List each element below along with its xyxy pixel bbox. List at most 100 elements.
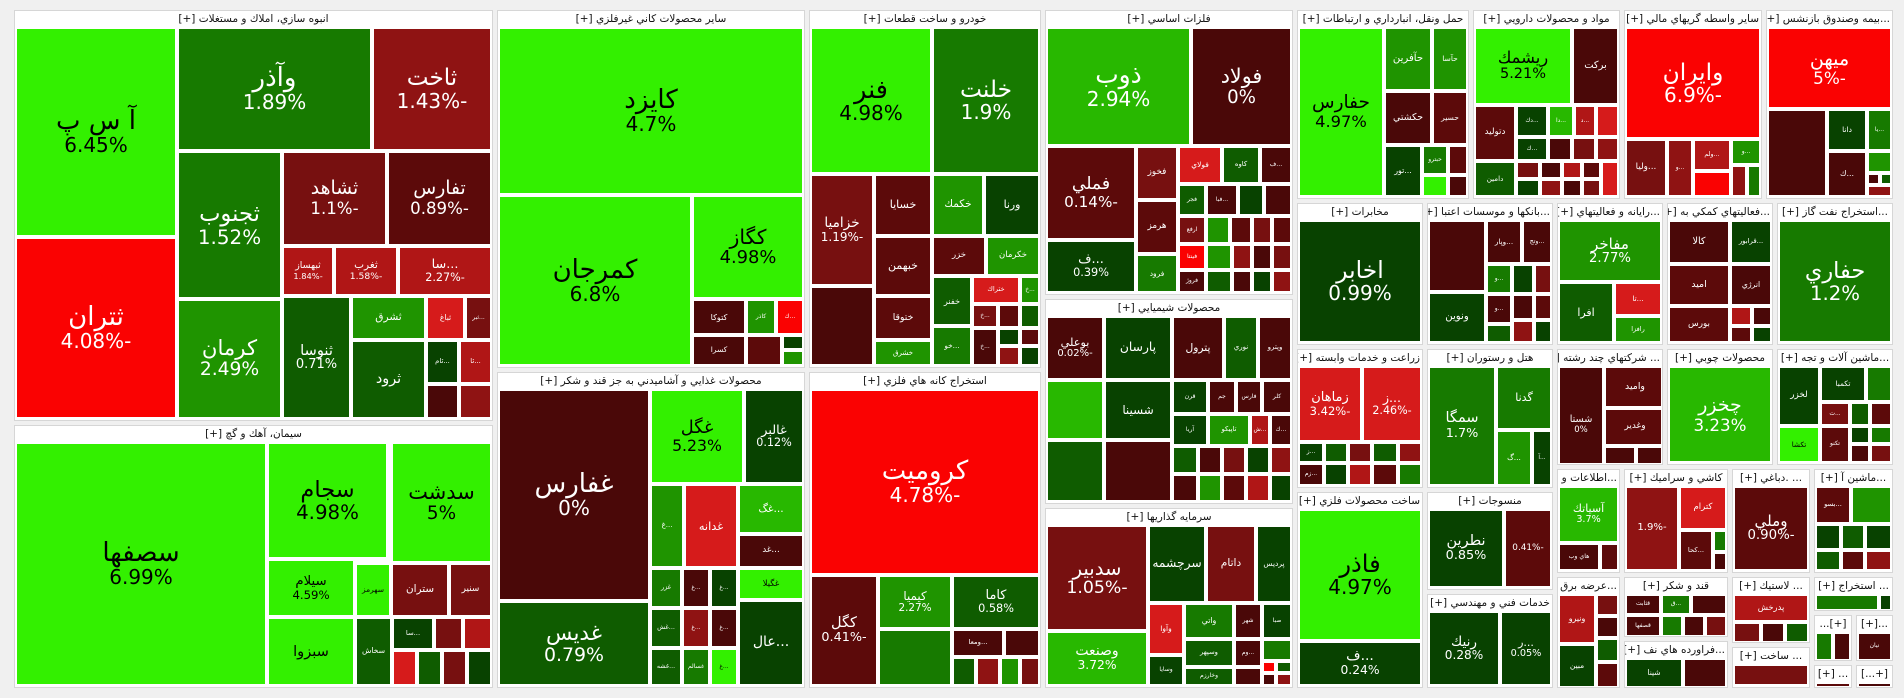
- tile[interactable]: [1597, 138, 1618, 160]
- tile-...غشه[interactable]: ...غشه: [651, 649, 681, 685]
- tile-وغدير[interactable]: وغدير: [1605, 409, 1661, 445]
- tile[interactable]: [1842, 551, 1864, 570]
- tile-...دا[interactable]: ...دا: [1549, 106, 1573, 136]
- tile-...و[interactable]: ...و: [1668, 140, 1692, 196]
- sector-header[interactable]: ...ماشين آ [+]: [1815, 470, 1892, 487]
- tile[interactable]: [1871, 403, 1891, 425]
- tile[interactable]: [1549, 138, 1571, 160]
- tile[interactable]: [1349, 443, 1371, 462]
- tile-...ف[interactable]: ...ف: [1261, 147, 1291, 183]
- tile-رنيك[interactable]: رنيك 0.28%: [1429, 612, 1499, 685]
- tile[interactable]: [1429, 221, 1485, 291]
- tile[interactable]: [1207, 217, 1229, 243]
- tile[interactable]: [953, 658, 975, 685]
- sector-header[interactable]: ... شركتهاي چند رشته [+]: [1558, 350, 1662, 367]
- tile[interactable]: [1021, 347, 1039, 365]
- tile[interactable]: [1816, 683, 1850, 686]
- tile-هاي وب[interactable]: هاي وب: [1559, 544, 1599, 570]
- tile-ارفع[interactable]: ارفع: [1179, 217, 1205, 243]
- tile[interactable]: [1597, 595, 1618, 615]
- tile[interactable]: [1271, 447, 1291, 473]
- tile-چخزر[interactable]: چخزر 3.23%: [1669, 367, 1771, 462]
- sector-header[interactable]: ... .دباغي [+]: [1733, 470, 1809, 487]
- tile-...و[interactable]: ...و: [1487, 295, 1511, 323]
- tile[interactable]: [468, 651, 491, 685]
- tile-آسياتك[interactable]: آسياتك 3.7%: [1559, 487, 1618, 542]
- tile-ثشاهد[interactable]: ثشاهد -1.1%: [283, 152, 386, 245]
- tile[interactable]: [1021, 658, 1039, 685]
- tile[interactable]: [1423, 176, 1447, 196]
- tile[interactable]: [1487, 325, 1511, 342]
- tile-ختراك[interactable]: ختراك: [973, 277, 1019, 303]
- tile[interactable]: [1349, 464, 1371, 485]
- tile-فولاي[interactable]: فولاي: [1179, 147, 1221, 183]
- tile-ريشمك[interactable]: ريشمك 5.21%: [1475, 28, 1571, 104]
- tile-...فرابور[interactable]: ...فرابور: [1731, 221, 1771, 263]
- sector-header[interactable]: خودرو و ساخت قطعات [+]: [810, 11, 1040, 28]
- tile-نوري[interactable]: نوري: [1225, 317, 1257, 379]
- tile[interactable]: [999, 305, 1019, 327]
- tile-واميد[interactable]: واميد: [1605, 367, 1661, 407]
- tile[interactable]: [435, 618, 462, 649]
- tile[interactable]: [1235, 668, 1261, 685]
- tile[interactable]: [1563, 162, 1581, 178]
- tile-...غد[interactable]: ...غد: [739, 535, 803, 567]
- tile-پدرخش[interactable]: پدرخش: [1734, 595, 1808, 621]
- tile-خزر[interactable]: خزر: [933, 237, 985, 275]
- tile[interactable]: -0.41%: [1505, 510, 1551, 587]
- tile[interactable]: [1535, 321, 1551, 342]
- tile[interactable]: [1563, 180, 1581, 196]
- tile-...غش[interactable]: ...غش: [651, 609, 681, 647]
- sector-header[interactable]: محصولات شيميايي [+]: [1046, 300, 1292, 317]
- tile-آ س پ[interactable]: آ س پ 6.45%: [16, 28, 176, 236]
- tile-حفارس[interactable]: حفارس 4.97%: [1299, 28, 1383, 196]
- tile-كاما[interactable]: كاما 0.58%: [953, 576, 1039, 628]
- tile-حآفرين[interactable]: حآفرين: [1385, 28, 1431, 90]
- tile[interactable]: [1021, 305, 1039, 327]
- tile-تكنو[interactable]: تكنو: [1821, 427, 1849, 462]
- tile-سخاش[interactable]: سخاش: [356, 618, 391, 685]
- tile[interactable]: [1047, 381, 1103, 439]
- tile[interactable]: [1239, 185, 1263, 215]
- tile[interactable]: [1247, 475, 1269, 501]
- tile[interactable]: [1731, 307, 1751, 325]
- tile-پرديس[interactable]: پرديس: [1257, 526, 1291, 602]
- tile[interactable]: [1637, 447, 1661, 463]
- tile[interactable]: [1768, 110, 1826, 196]
- tile[interactable]: [1513, 321, 1533, 342]
- tile-صبا[interactable]: صبا: [1263, 604, 1291, 638]
- tile-دانا[interactable]: دانا: [1828, 110, 1866, 150]
- tile-ثنوسا[interactable]: ثنوسا 0.71%: [283, 297, 350, 418]
- tile-...ر[interactable]: ...ر 0.05%: [1501, 612, 1551, 685]
- tile-سدبير[interactable]: سدبير -1.05%: [1047, 526, 1147, 630]
- tile[interactable]: [1597, 617, 1618, 637]
- tile[interactable]: [1786, 623, 1808, 641]
- tile-...ت[interactable]: ...ت: [1821, 403, 1849, 425]
- tile[interactable]: [1253, 245, 1271, 269]
- tile-...خو[interactable]: ...خو: [933, 327, 971, 365]
- tile-...د[interactable]: ...د: [1575, 106, 1595, 136]
- tile[interactable]: [1684, 659, 1726, 686]
- tile-وآذر[interactable]: وآذر 1.89%: [178, 28, 371, 150]
- tile[interactable]: [1868, 174, 1879, 184]
- tile-خكرمان[interactable]: خكرمان: [987, 237, 1039, 275]
- tile-شستا[interactable]: شستا 0%: [1559, 367, 1603, 463]
- tile-ثشرق[interactable]: ثشرق: [352, 297, 425, 339]
- tile-...ش[interactable]: ...ش: [1251, 415, 1269, 445]
- sector-header[interactable]: ...ماشين آلات و تجه [+]: [1778, 350, 1892, 367]
- tile-خزاميا[interactable]: خزاميا -1.19%: [811, 175, 873, 285]
- sector-header[interactable]: كاشي و سراميك [+]: [1625, 470, 1727, 487]
- tile[interactable]: [1706, 616, 1726, 635]
- tile-فاذر[interactable]: فاذر 4.97%: [1299, 510, 1421, 640]
- tile-...و[interactable]: ...و: [1487, 265, 1511, 293]
- tile[interactable]: [1541, 180, 1561, 196]
- tile-ثباغ[interactable]: ثباغ: [427, 297, 464, 339]
- tile-كگل[interactable]: كگل -0.41%: [811, 576, 877, 685]
- tile[interactable]: [1753, 327, 1771, 342]
- tile-آريا[interactable]: آريا: [1173, 415, 1207, 445]
- tile[interactable]: [1399, 443, 1421, 462]
- tile[interactable]: [1263, 640, 1291, 660]
- tile[interactable]: [1265, 185, 1291, 215]
- sector-header[interactable]: محصولات غذايي و آشاميدني به جز قند و شكر…: [498, 373, 804, 390]
- tile[interactable]: [1535, 265, 1551, 293]
